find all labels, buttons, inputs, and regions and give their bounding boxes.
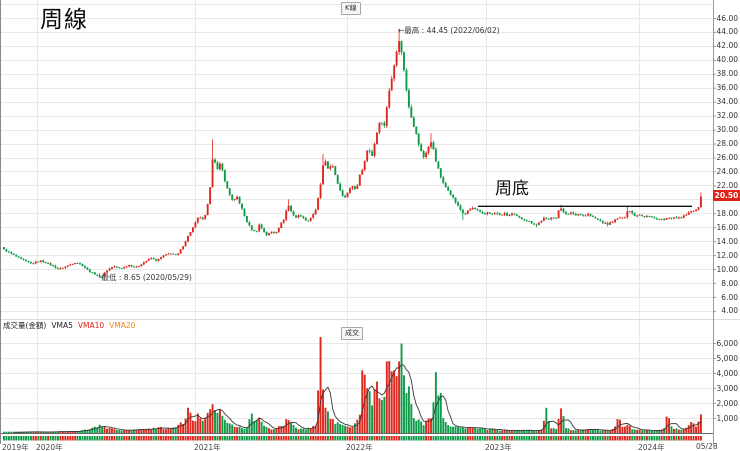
volume-bars [3,337,702,433]
price-tick-label: 6.00 [721,292,738,302]
volume-tick-label: 1,000 [716,413,738,423]
updown-strip [3,436,702,441]
volume-tick-label: 2,000 [716,398,738,408]
kline-legend-chip[interactable]: K線 [341,2,361,15]
volume-tick-label: 3,000 [716,383,738,393]
price-tick-label: 32.00 [716,111,738,121]
time-tick-label: 2024年 [638,443,665,451]
price-tick-label: 14.00 [716,236,738,246]
time-tick-label: 2020年 [36,443,63,451]
time-tick-label: 2019年 [2,443,29,451]
breakout-label: 周底 [495,179,529,199]
candles-series [3,28,702,279]
price-tick-label: 44.00 [716,27,738,37]
volume-tick-label: 4,000 [716,368,738,378]
price-tick-label: 16.00 [716,222,738,232]
volume-legend-chip[interactable]: 成交 [341,327,363,340]
price-tick-label: 26.00 [716,153,738,162]
price-tick-label: 12.00 [716,250,738,260]
volume-legend-token: VMA5 [51,321,73,330]
volume-tick-label: 5,000 [716,353,738,363]
price-tick-label: 22.00 [716,180,738,190]
price-tick-label: 40.00 [716,55,738,65]
last-price-badge: 20.50 [713,190,740,202]
price-tick-label: 42.00 [716,41,738,51]
price-tick-label: 24.00 [716,166,738,176]
time-tick-label: 2022年 [346,443,373,451]
price-tick-label: 30.00 [716,125,738,135]
page-title: 周線 [40,7,88,33]
vma-line [13,363,702,433]
low-annotation: └最低 : 8.65 (2020/05/29) [97,273,192,282]
volume-legend: 成交量(金額) VMA5 VMA10 VMA20 [3,320,140,331]
time-tick-label: 2021年 [194,443,221,451]
high-annotation: ←最高 : 44.45 (2022/06/02) [398,26,500,35]
price-tick-label: 8.00 [721,278,738,288]
volume-legend-token: VMA20 [109,321,136,330]
price-tick-label: 34.00 [716,97,738,107]
price-tick-label: 10.00 [716,264,738,274]
time-tick-label: 05/28 [696,442,718,451]
price-tick-label: 46.00 [716,13,738,23]
price-tick-label: 18.00 [716,208,738,218]
volume-legend-token: VMA10 [77,321,105,330]
price-tick-label: 36.00 [716,83,738,93]
volume-tick-label: 6,000 [716,338,738,348]
price-tick-label: 4.00 [721,306,738,316]
time-tick-label: 2023年 [485,443,512,451]
price-tick-label: 28.00 [716,139,738,149]
volume-legend-token: 成交量(金額) [3,321,47,330]
price-tick-label: 38.00 [716,69,738,79]
